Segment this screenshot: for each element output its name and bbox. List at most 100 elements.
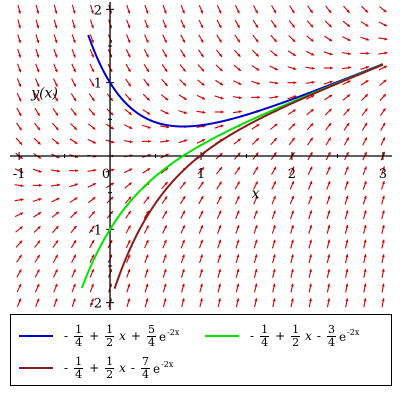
direction-arrow [324,35,333,42]
arrow-head [272,254,276,258]
arrow-head [90,283,94,287]
arrow-head [236,283,240,287]
direction-arrow [88,93,95,102]
arrow-head [327,181,331,185]
direction-arrow [125,210,132,219]
arrow-head [365,23,369,27]
direction-arrow [378,37,388,41]
legend-swatch-red [19,367,53,369]
arrow-head [36,83,40,87]
arrow-head [91,254,94,258]
arrow-head [181,269,185,273]
fraction-numerator: 1 [74,322,84,337]
arrow-head [163,24,167,29]
arrow-head [257,95,261,99]
direction-arrow [252,166,259,175]
arrow-head [73,254,76,258]
direction-arrow [126,34,131,44]
arrow-head [311,80,315,84]
arrow-head [382,122,386,126]
arrow-head [56,169,60,173]
direction-arrow [326,224,331,234]
arrow-head [291,152,295,156]
arrow-head [327,195,331,199]
direction-arrow [161,49,168,58]
arrow-head [327,210,331,214]
arrow-head [329,52,333,56]
arrow-head [382,151,385,156]
direction-arrow [53,4,58,14]
direction-arrow [323,51,333,56]
direction-arrow [52,225,59,234]
arrow-head [363,283,367,287]
legend-variable: x [119,329,126,343]
direction-arrow [345,268,349,278]
direction-arrow [341,52,352,56]
arrow-head [36,112,40,116]
direction-arrow [271,239,276,249]
direction-arrow [160,125,170,129]
direction-arrow [70,211,78,219]
direction-arrow [308,268,313,278]
direction-arrow [71,19,76,29]
arrow-head [37,155,42,159]
arrow-head [74,183,78,187]
arrow-head [145,225,149,229]
arrow-head [74,197,78,201]
arrow-head [163,239,167,244]
arrow-head [110,182,114,186]
arrow-head [254,210,258,214]
arrow-head [219,53,222,57]
direction-arrow [52,254,59,263]
direction-arrow [307,137,314,146]
arrow-head [218,254,222,258]
legend-operator: + [275,329,286,343]
arrow-head [382,108,386,112]
direction-arrow [16,93,22,102]
arrow-head [220,110,224,114]
direction-arrow [34,122,41,131]
direction-arrow [381,298,385,308]
arrow-head [345,224,349,229]
direction-arrow [343,108,350,116]
direction-arrow [379,6,387,13]
arrow-head [273,166,276,170]
direction-arrow [71,254,77,263]
arrow-head [311,66,315,70]
direction-arrow [179,181,187,190]
direction-arrow [33,225,41,233]
arrow-head [146,68,149,72]
arrow-head [19,226,23,230]
arrow-head [327,225,331,229]
arrow-head [236,210,240,214]
legend-operator: - [316,329,321,343]
direction-arrow [305,94,315,100]
arrow-head [38,169,42,173]
direction-arrow [214,95,224,100]
arrow-head [148,139,151,143]
arrow-head [273,24,277,28]
direction-arrow [379,107,386,117]
direction-arrow [251,49,260,57]
direction-arrow [32,198,42,202]
direction-arrow [381,283,385,293]
direction-arrow [124,108,133,116]
arrow-head [345,166,349,170]
direction-arrow [288,137,296,146]
arrow-head [328,24,332,28]
arrow-head [256,81,260,85]
arrow-head [292,123,296,127]
direction-arrow [16,283,22,293]
arrow-head [127,25,131,29]
direction-arrow [199,268,203,278]
arrow-head [18,69,22,73]
arrow-head [329,80,333,84]
direction-arrow [161,181,169,190]
direction-arrow [251,95,261,99]
direction-arrow [14,184,24,188]
arrow-head [109,240,113,244]
arrow-head [272,268,276,273]
arrow-head [236,195,240,200]
arrow-head [255,53,259,57]
direction-arrow [144,239,149,249]
